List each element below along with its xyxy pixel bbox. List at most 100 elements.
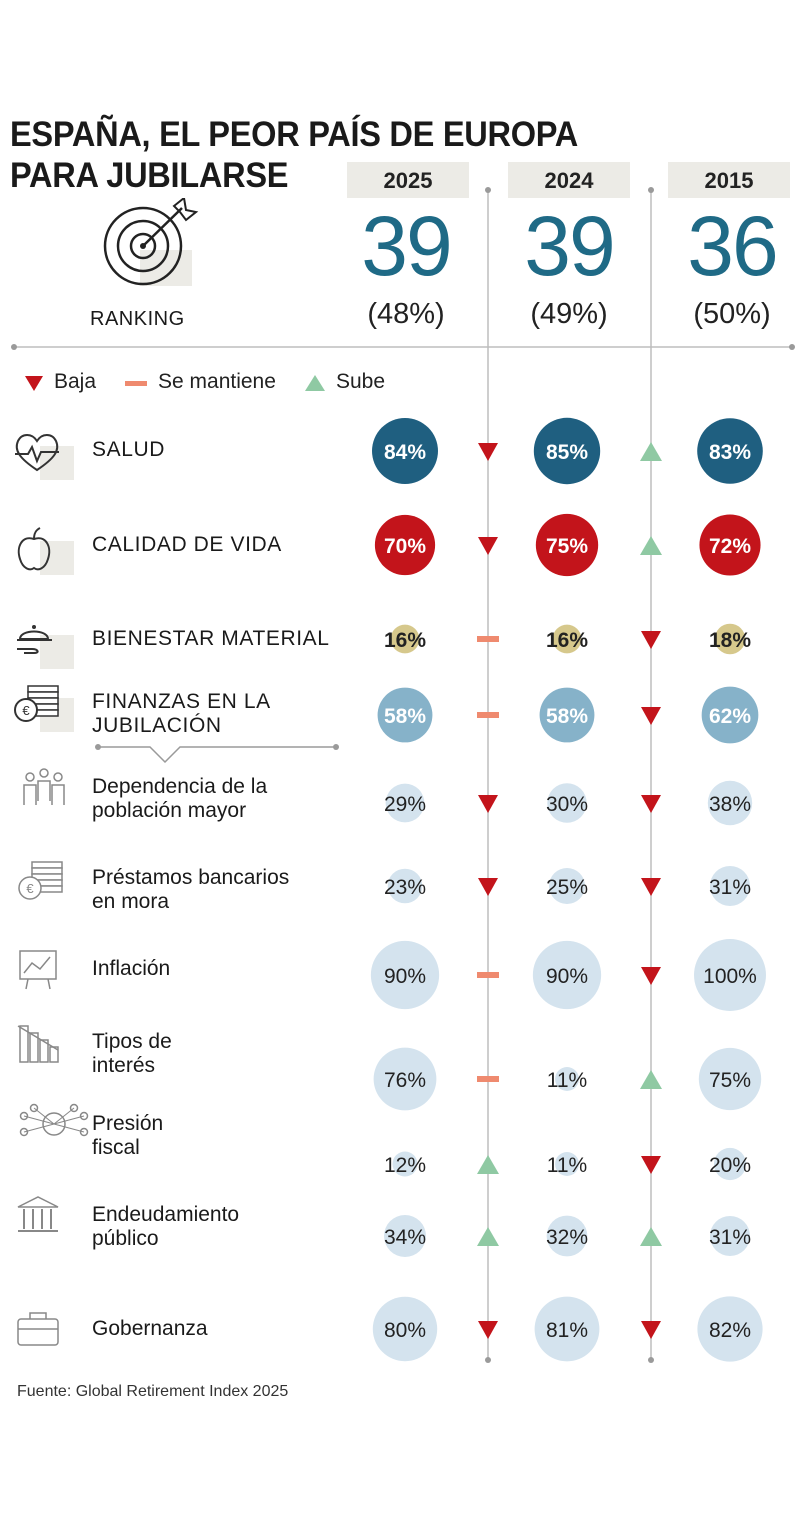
value-label: 38% [709, 793, 751, 816]
svg-text:€: € [26, 881, 34, 896]
change-down-marker [478, 443, 498, 461]
ranking-label: RANKING [90, 308, 185, 330]
row-label: FINANZAS EN LA JUBILACIÓN [92, 690, 271, 737]
value-bubble [714, 623, 746, 655]
value-bubble [384, 1215, 426, 1257]
value-bubble [698, 1047, 762, 1111]
value-bubble [697, 418, 763, 484]
value-label: 82% [709, 1319, 751, 1342]
change-up-marker [640, 1070, 662, 1089]
value-bubble [699, 514, 761, 576]
value-bubble [697, 1296, 763, 1362]
value-bubble [555, 1067, 579, 1091]
change-up-marker [477, 1227, 499, 1246]
value-bubble [374, 514, 436, 576]
apple-icon [17, 527, 74, 575]
ranking-2015: 36 [687, 199, 778, 293]
ranking-2024: 39 [524, 199, 615, 293]
value-label: 72% [709, 535, 751, 558]
bank-building-icon [17, 1196, 59, 1232]
row-label: Presión fiscal [92, 1112, 164, 1159]
change-down-marker [641, 967, 661, 985]
row-label: Gobernanza [92, 1317, 208, 1340]
value-bubble [385, 783, 425, 823]
year-header-2015: 2015 [668, 162, 790, 198]
change-same-marker [477, 636, 499, 642]
value-label: 62% [709, 705, 751, 728]
value-label: 100% [703, 965, 757, 988]
value-label: 34% [384, 1226, 426, 1249]
change-down-marker [478, 1321, 498, 1339]
chart-marks: 84% 85% 83% 70% 75% 72% 16% 16% 18% 58% 58% 62% 29% 3… [370, 417, 766, 1362]
header-rule-end-right [789, 344, 795, 350]
network-person-icon [19, 1103, 89, 1137]
value-bubble [709, 1215, 751, 1257]
legend-down-icon [25, 376, 43, 391]
value-label: 20% [709, 1154, 751, 1177]
presentation-chart-icon [19, 950, 57, 990]
value-label: 81% [546, 1319, 588, 1342]
chart-title: ESPAÑA, EL PEOR PAÍS DE EUROPA PARA JUBI… [10, 115, 578, 195]
briefcase-icon [17, 1312, 59, 1346]
value-label: 58% [546, 705, 588, 728]
year-header-2025: 2025 [347, 162, 469, 198]
ranking-2025: 39 [361, 199, 452, 293]
declining-bars-icon [17, 1025, 59, 1063]
value-label: 75% [709, 1069, 751, 1092]
value-bubble [377, 687, 433, 743]
change-up-marker [640, 536, 662, 555]
legend-same-icon [125, 381, 147, 386]
change-down-marker [641, 631, 661, 649]
value-label: 16% [546, 629, 588, 652]
value-bubble [546, 1215, 588, 1257]
value-label: 58% [384, 705, 426, 728]
change-up-marker [477, 1155, 499, 1174]
year-header-2024: 2024 [508, 162, 630, 198]
change-column-line-bottom [648, 1357, 654, 1363]
value-label: 18% [709, 629, 751, 652]
change-column-line-top [648, 187, 654, 193]
value-label: 31% [709, 876, 751, 899]
target-icon [103, 198, 199, 286]
value-bubble [387, 868, 423, 904]
value-bubble [539, 687, 595, 743]
subindex-bracket [98, 746, 336, 764]
change-up-marker [640, 442, 662, 461]
row-icons: €€ [14, 434, 89, 1346]
change-down-marker [478, 878, 498, 896]
value-bubble [547, 783, 587, 823]
legend-down-label: Baja [54, 370, 97, 393]
change-column-line-bottom [485, 1357, 491, 1363]
ranking-percent-2024: (49%) [530, 298, 608, 330]
value-label: 75% [546, 535, 588, 558]
row-label: Tipos de interés [92, 1030, 172, 1077]
value-label: 11% [547, 1069, 587, 1092]
value-label: 80% [384, 1319, 426, 1342]
row-label: CALIDAD DE VIDA [92, 533, 282, 556]
value-bubble [370, 940, 440, 1010]
change-down-marker [641, 1321, 661, 1339]
value-bubble [552, 624, 582, 654]
header-rule-end-left [11, 344, 17, 350]
value-label: 25% [546, 876, 588, 899]
value-label: 16% [384, 629, 426, 652]
value-bubble [555, 1152, 579, 1176]
change-down-marker [478, 795, 498, 813]
value-bubble [533, 417, 601, 485]
people-icon [23, 768, 65, 805]
value-bubble [709, 865, 751, 907]
heart-icon [15, 434, 74, 480]
value-bubble [534, 1296, 600, 1362]
value-label: 29% [384, 793, 426, 816]
row-label: SALUD [92, 438, 166, 461]
ranking-percent-2025: (48%) [367, 298, 445, 330]
value-bubble [694, 939, 766, 1011]
coins-icon: € [14, 685, 74, 732]
row-label: Inflación [92, 957, 171, 980]
source-note: Fuente: Global Retirement Index 2025 [17, 1383, 289, 1400]
change-down-marker [641, 878, 661, 896]
change-down-marker [478, 537, 498, 555]
value-label: 31% [709, 1226, 751, 1249]
value-bubble [390, 624, 420, 654]
